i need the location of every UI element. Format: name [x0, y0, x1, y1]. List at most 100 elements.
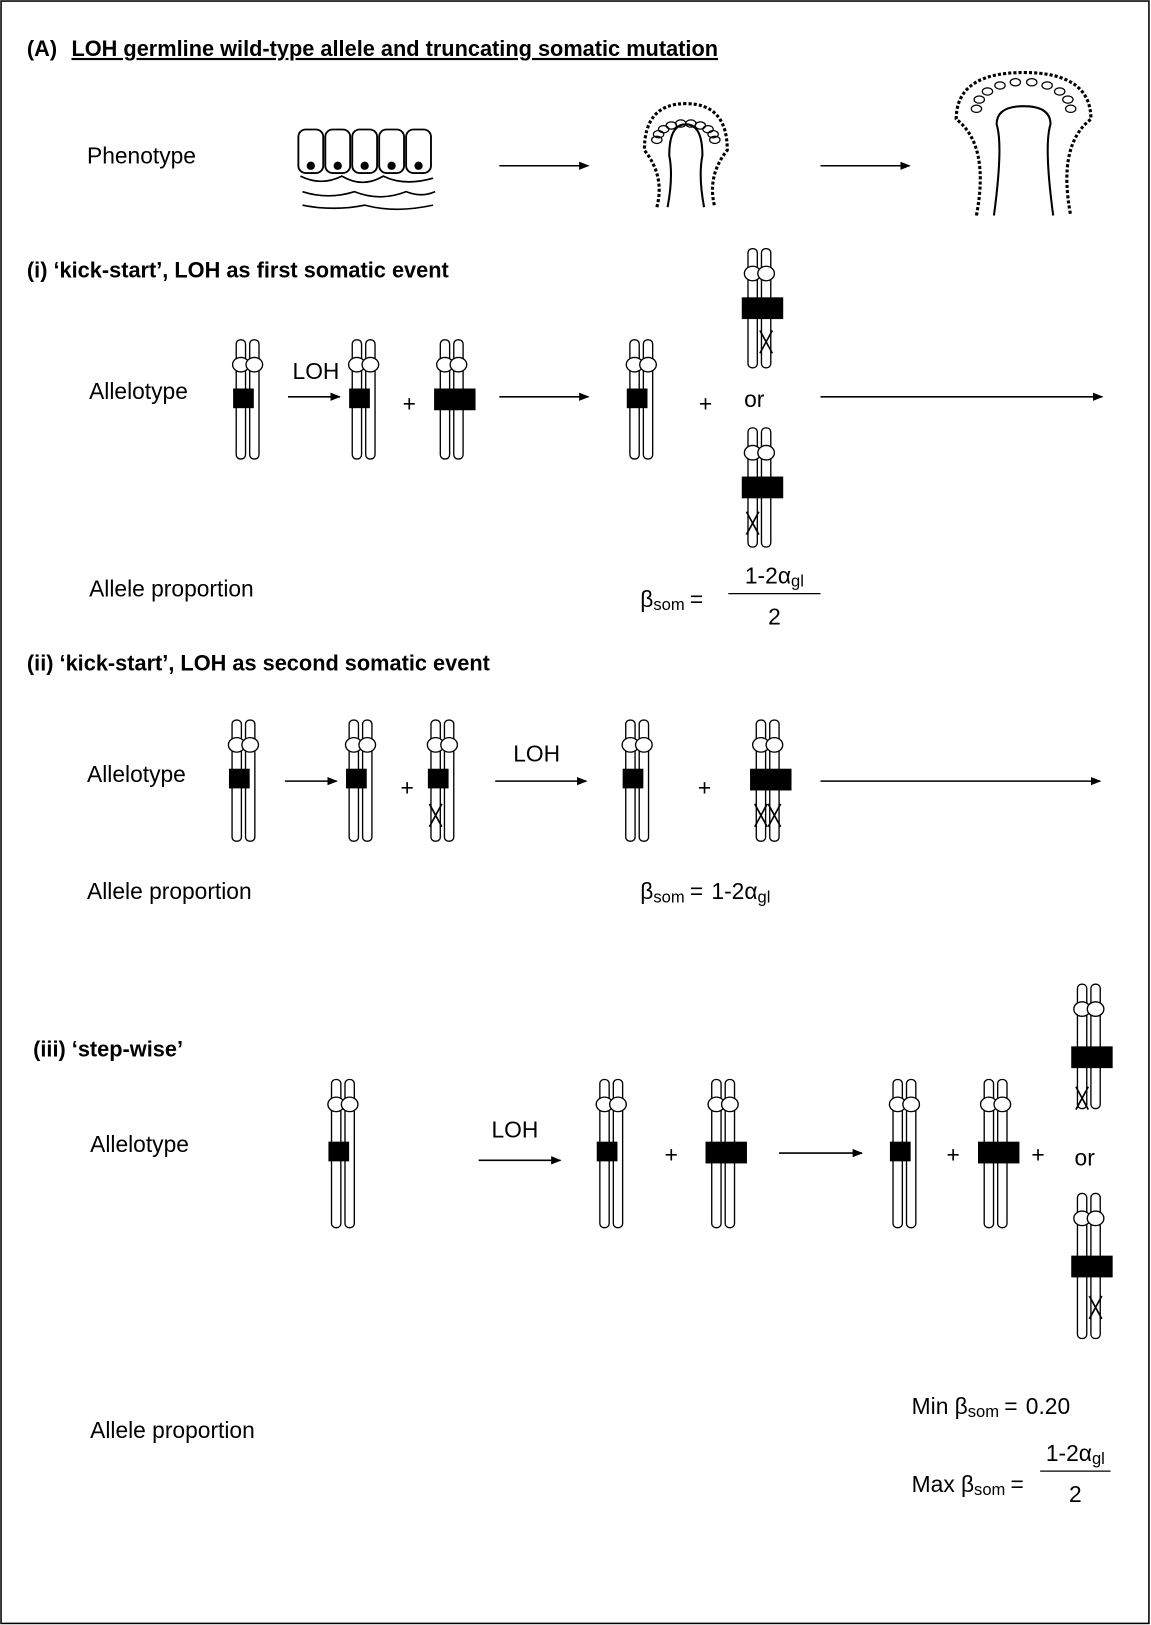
mutation-block	[233, 388, 254, 409]
chromosome-pair	[347, 339, 380, 460]
section-heading: (iii) ‘step-wise’	[33, 1037, 183, 1062]
cell	[405, 128, 432, 174]
stroma	[300, 175, 436, 211]
centromere	[440, 736, 459, 753]
beta: β	[640, 878, 653, 904]
mutation-block	[1071, 1255, 1113, 1278]
centromere	[1086, 1210, 1105, 1227]
mutation-block	[228, 768, 250, 789]
plus: +	[698, 775, 711, 801]
beta: β	[640, 586, 653, 612]
centromere	[757, 444, 776, 461]
beta-sub: som	[653, 887, 684, 906]
nucleus	[306, 161, 315, 170]
nucleus	[360, 161, 369, 170]
centromere	[634, 736, 653, 753]
truncation-mark	[1088, 1295, 1103, 1320]
mutation-block	[346, 768, 367, 789]
formula-lhs: βsom =	[640, 586, 703, 614]
equals: =	[690, 878, 703, 904]
truncation-mark	[1075, 1086, 1090, 1110]
gland	[1053, 87, 1066, 96]
mutation-block	[349, 388, 370, 409]
truncation-mark	[767, 803, 782, 828]
plus: +	[699, 390, 712, 416]
chromosome-pair	[426, 719, 459, 842]
num-sub: gl	[758, 887, 771, 906]
num-sub: gl	[1092, 1449, 1105, 1468]
gland	[707, 129, 719, 139]
numerator: 1-2αgl	[1046, 1440, 1105, 1468]
num: 1-2α	[745, 562, 791, 588]
beta: β	[955, 1393, 968, 1419]
chromosome-pair	[621, 719, 653, 842]
cell	[378, 128, 405, 174]
cell	[351, 128, 379, 174]
chromosome-pair	[741, 247, 784, 369]
row-label: Phenotype	[87, 143, 196, 169]
chromosome-pair	[595, 1078, 627, 1229]
chromosome-pair	[227, 719, 260, 842]
cell	[297, 128, 325, 174]
mutation-block	[427, 768, 449, 789]
gland	[651, 135, 663, 145]
centromere	[245, 356, 264, 373]
beta-sub: som	[974, 1480, 1005, 1499]
truncation-mark	[759, 330, 774, 354]
centromere	[361, 356, 380, 373]
formula-prefix: Min	[912, 1393, 949, 1419]
arrow-label: LOH	[293, 358, 340, 384]
nucleus	[414, 161, 423, 170]
chromosome-pair	[888, 1078, 921, 1229]
equals: =	[1011, 1471, 1024, 1497]
mutation-block	[741, 297, 784, 320]
chromosome-pair	[1071, 1192, 1113, 1340]
beta: β	[961, 1471, 974, 1497]
numerator: 1-2αgl	[745, 562, 804, 590]
gland	[1009, 78, 1022, 87]
chromosome-pair	[741, 427, 784, 548]
gland	[973, 95, 986, 104]
chromosome-pair	[977, 1078, 1020, 1229]
gland	[1062, 95, 1074, 104]
mutation-block	[705, 1141, 747, 1164]
row-label: Allelotype	[90, 1131, 189, 1157]
equals: =	[690, 586, 703, 612]
min-value: 0.20	[1026, 1393, 1070, 1419]
mutation-block	[889, 1141, 911, 1162]
mutation-block	[626, 388, 648, 409]
centromere	[358, 736, 377, 753]
plus: +	[1031, 1141, 1044, 1167]
cell	[324, 128, 352, 174]
polyp-lumen	[666, 123, 706, 208]
plus: +	[400, 775, 413, 801]
gland	[709, 135, 721, 145]
centromere	[765, 736, 784, 753]
polyp-lumen	[992, 105, 1055, 216]
gland	[1025, 78, 1038, 87]
gland	[1041, 81, 1053, 90]
truncation-mark	[428, 803, 443, 828]
centromere	[757, 265, 776, 282]
row-label: Allele proportion	[90, 1417, 255, 1443]
or-label: or	[1075, 1145, 1096, 1171]
row-label: Allele proportion	[89, 576, 254, 602]
equals: =	[1004, 1393, 1017, 1419]
truncation-mark	[753, 803, 768, 828]
gland	[970, 104, 983, 114]
plus: +	[403, 390, 416, 416]
chromosome-pair	[1071, 983, 1113, 1110]
epithelium	[297, 128, 436, 211]
chromosome-pair	[750, 719, 792, 842]
gland	[994, 81, 1006, 90]
mutation-block	[977, 1141, 1020, 1164]
formula-lhs: Min βsom = 0.20	[912, 1393, 1070, 1421]
row-label: Allelotype	[87, 761, 186, 787]
beta-sub: som	[653, 595, 684, 614]
chromosome-pair	[625, 339, 657, 460]
centromere	[241, 736, 260, 753]
chromosome-pair	[231, 339, 264, 460]
num: 1-2α	[711, 878, 757, 904]
